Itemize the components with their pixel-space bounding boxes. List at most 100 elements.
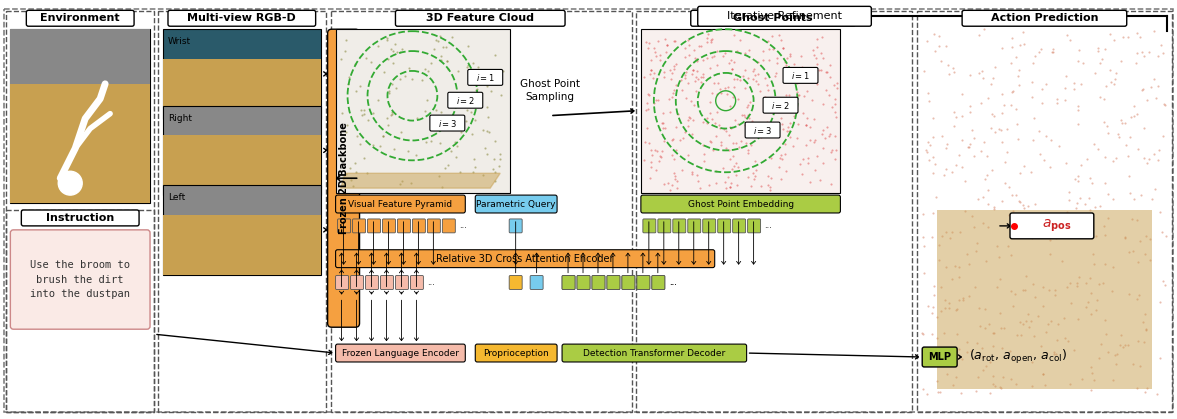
FancyBboxPatch shape (430, 115, 465, 131)
FancyBboxPatch shape (923, 347, 957, 367)
FancyBboxPatch shape (640, 195, 840, 213)
Text: Frozen 2D Backbone: Frozen 2D Backbone (339, 122, 348, 234)
Text: ...: ... (669, 278, 677, 287)
Text: ...: ... (427, 278, 435, 287)
Bar (11, 29, 149, 84)
Text: $a_\mathregular{pos}$: $a_\mathregular{pos}$ (1042, 218, 1071, 234)
Bar (158, 11, 326, 411)
FancyBboxPatch shape (476, 344, 557, 362)
Bar (937, 210, 1151, 389)
FancyBboxPatch shape (747, 219, 760, 233)
Text: ...: ... (459, 221, 467, 230)
Bar (162, 185, 320, 274)
FancyBboxPatch shape (637, 276, 650, 290)
FancyBboxPatch shape (351, 276, 364, 290)
Bar (162, 215, 320, 274)
Bar (162, 59, 320, 119)
FancyBboxPatch shape (411, 276, 424, 290)
FancyBboxPatch shape (732, 219, 745, 233)
Text: $i=3$: $i=3$ (753, 125, 772, 136)
Text: $i=2$: $i=2$ (771, 100, 790, 111)
FancyBboxPatch shape (592, 276, 605, 290)
FancyBboxPatch shape (476, 195, 557, 213)
FancyBboxPatch shape (443, 219, 455, 233)
Text: MLP: MLP (929, 352, 951, 362)
FancyBboxPatch shape (335, 195, 465, 213)
Circle shape (58, 171, 82, 195)
FancyBboxPatch shape (530, 276, 543, 290)
FancyBboxPatch shape (353, 219, 366, 233)
FancyBboxPatch shape (510, 276, 523, 290)
FancyBboxPatch shape (691, 10, 856, 26)
Text: Iterative Refinement: Iterative Refinement (727, 11, 842, 21)
FancyBboxPatch shape (327, 29, 359, 327)
Bar (162, 106, 320, 195)
FancyBboxPatch shape (607, 276, 620, 290)
Text: Use the broom to
brush the dirt
into the dustpan: Use the broom to brush the dirt into the… (31, 260, 131, 299)
FancyBboxPatch shape (763, 97, 798, 113)
FancyBboxPatch shape (398, 219, 411, 233)
Text: Parametric Query: Parametric Query (477, 199, 556, 209)
FancyBboxPatch shape (11, 230, 149, 329)
FancyBboxPatch shape (563, 344, 746, 362)
FancyBboxPatch shape (783, 67, 818, 83)
FancyBboxPatch shape (427, 219, 440, 233)
FancyBboxPatch shape (563, 276, 576, 290)
FancyBboxPatch shape (395, 276, 408, 290)
FancyBboxPatch shape (703, 219, 716, 233)
Bar (6, 210, 154, 411)
Bar (331, 11, 632, 411)
FancyBboxPatch shape (510, 219, 523, 233)
Bar (11, 84, 149, 203)
Bar (636, 11, 912, 411)
Text: Action Prediction: Action Prediction (991, 13, 1098, 23)
Text: Visual Feature Pyramid: Visual Feature Pyramid (348, 199, 452, 209)
Text: $i=3$: $i=3$ (438, 118, 457, 129)
FancyBboxPatch shape (447, 92, 483, 108)
FancyBboxPatch shape (335, 250, 714, 268)
Bar (6, 11, 154, 411)
Bar (162, 29, 320, 119)
FancyBboxPatch shape (412, 219, 425, 233)
Text: $i=1$: $i=1$ (476, 72, 494, 83)
Text: Wrist: Wrist (168, 37, 191, 46)
Text: $(a_\mathrm{rot},\, a_\mathrm{open},\, a_\mathrm{col})$: $(a_\mathrm{rot},\, a_\mathrm{open},\, a… (969, 348, 1068, 366)
Text: Ghost Points: Ghost Points (733, 13, 813, 23)
FancyBboxPatch shape (962, 10, 1126, 26)
FancyBboxPatch shape (652, 276, 665, 290)
FancyBboxPatch shape (673, 219, 686, 233)
FancyBboxPatch shape (338, 219, 351, 233)
FancyBboxPatch shape (643, 219, 656, 233)
FancyBboxPatch shape (658, 219, 671, 233)
Text: Frozen Language Encoder: Frozen Language Encoder (343, 349, 459, 357)
FancyBboxPatch shape (745, 122, 780, 138)
FancyBboxPatch shape (395, 10, 565, 26)
Bar (11, 29, 149, 203)
FancyBboxPatch shape (383, 219, 395, 233)
Text: $i=2$: $i=2$ (455, 95, 474, 106)
Text: Multi-view RGB-D: Multi-view RGB-D (187, 13, 297, 23)
FancyBboxPatch shape (621, 276, 634, 290)
Text: ...: ... (765, 221, 772, 230)
FancyBboxPatch shape (698, 6, 871, 26)
FancyBboxPatch shape (621, 276, 634, 290)
FancyBboxPatch shape (1010, 213, 1093, 239)
FancyBboxPatch shape (380, 276, 393, 290)
FancyBboxPatch shape (652, 276, 665, 290)
Polygon shape (340, 173, 500, 188)
FancyBboxPatch shape (607, 276, 620, 290)
Text: Ghost Point
Sampling: Ghost Point Sampling (520, 79, 580, 102)
FancyBboxPatch shape (21, 210, 139, 226)
FancyBboxPatch shape (26, 10, 134, 26)
FancyBboxPatch shape (563, 276, 576, 290)
Bar (162, 135, 320, 195)
Bar (917, 11, 1171, 411)
FancyBboxPatch shape (467, 70, 503, 85)
FancyBboxPatch shape (718, 219, 731, 233)
FancyBboxPatch shape (335, 344, 465, 362)
FancyBboxPatch shape (637, 276, 650, 290)
Text: Ghost Point Embedding: Ghost Point Embedding (687, 199, 793, 209)
FancyBboxPatch shape (367, 219, 380, 233)
FancyBboxPatch shape (335, 276, 348, 290)
Bar (335, 29, 510, 193)
